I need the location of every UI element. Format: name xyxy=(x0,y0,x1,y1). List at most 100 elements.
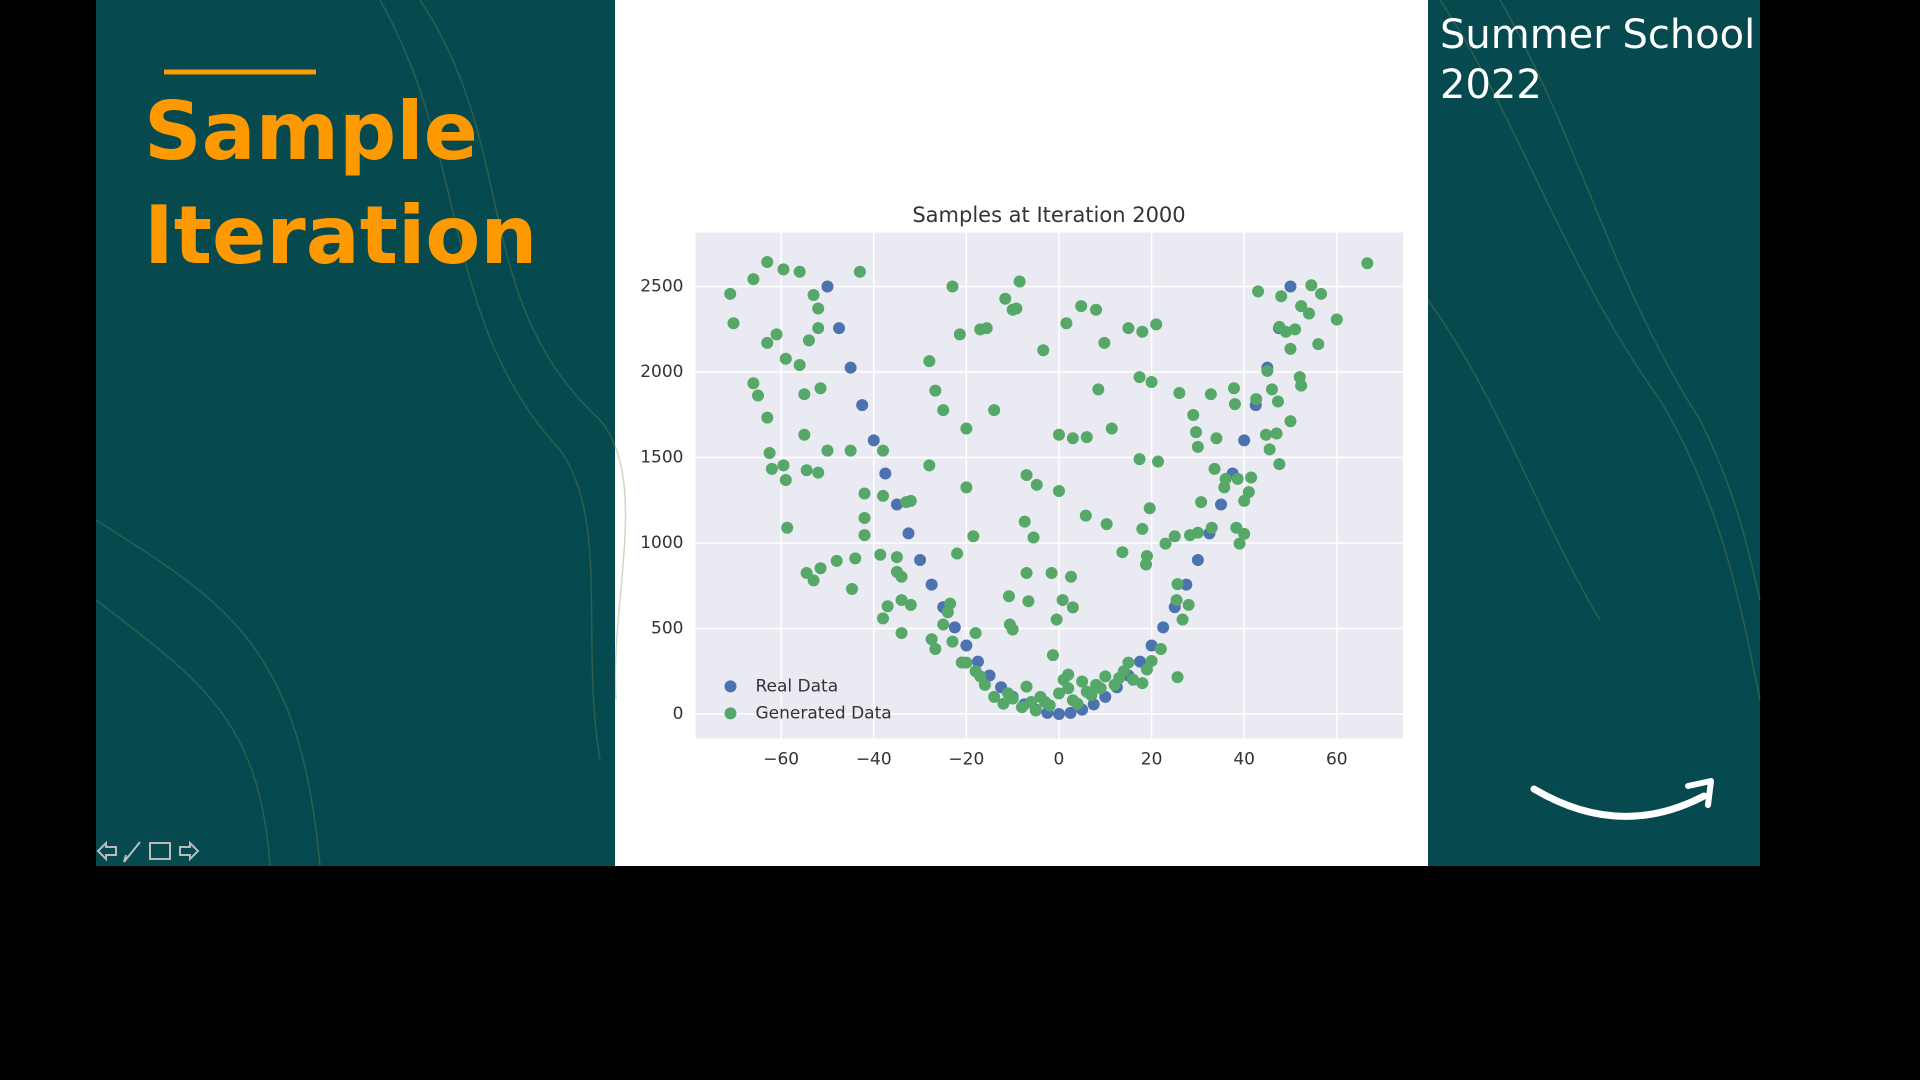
point xyxy=(951,547,964,560)
point xyxy=(1022,595,1035,608)
decor-line xyxy=(95,599,271,867)
event-name: Summer School xyxy=(1440,12,1755,58)
point xyxy=(1075,300,1088,313)
legend-label: Real Data xyxy=(756,676,839,696)
point xyxy=(761,411,774,424)
point xyxy=(1145,639,1158,652)
point xyxy=(856,399,869,412)
slide-title: Sample xyxy=(144,85,478,178)
point xyxy=(1060,317,1073,330)
slide-title: Iteration xyxy=(144,189,537,282)
point xyxy=(895,594,908,607)
y-tick-label: 2000 xyxy=(640,362,683,382)
point xyxy=(1002,590,1015,603)
decor-line xyxy=(95,519,321,867)
point xyxy=(1100,518,1113,531)
legend-marker xyxy=(724,680,737,693)
point xyxy=(812,466,825,479)
legend-marker xyxy=(724,707,737,720)
point xyxy=(853,265,866,278)
point xyxy=(1080,431,1093,444)
point xyxy=(779,474,792,487)
right-panel xyxy=(1428,0,1760,866)
point xyxy=(925,578,938,591)
point xyxy=(814,382,827,395)
point xyxy=(833,322,846,335)
point xyxy=(941,606,954,619)
point xyxy=(877,444,890,457)
point xyxy=(798,388,811,401)
point xyxy=(969,627,982,640)
point xyxy=(1305,279,1318,292)
point xyxy=(929,384,942,397)
point xyxy=(763,447,776,460)
point xyxy=(1056,594,1069,607)
point xyxy=(770,328,783,341)
point xyxy=(879,467,892,480)
point xyxy=(858,487,871,500)
point xyxy=(777,459,790,472)
point xyxy=(1052,707,1065,720)
point xyxy=(923,355,936,368)
point xyxy=(1136,677,1149,690)
decor-line xyxy=(1427,299,1601,621)
x-tick-label: −40 xyxy=(856,749,892,769)
point xyxy=(1045,567,1058,580)
point xyxy=(1171,671,1184,684)
point xyxy=(793,358,806,371)
point xyxy=(980,322,993,335)
point xyxy=(1205,521,1218,534)
point xyxy=(1361,257,1374,270)
point xyxy=(1098,336,1111,349)
decor-line xyxy=(419,0,627,701)
y-tick-label: 2500 xyxy=(640,276,683,296)
menu-button[interactable] xyxy=(149,842,171,860)
point xyxy=(1010,302,1023,315)
point xyxy=(1265,383,1278,396)
point xyxy=(1013,275,1026,288)
pen-button[interactable] xyxy=(123,841,141,863)
point xyxy=(867,434,880,447)
point xyxy=(1259,428,1272,441)
point xyxy=(1157,621,1170,634)
point xyxy=(1231,472,1244,485)
point xyxy=(1270,427,1283,440)
left-panel xyxy=(96,0,616,866)
point xyxy=(1116,546,1129,559)
point xyxy=(1046,649,1059,662)
next-button[interactable] xyxy=(179,840,200,862)
point xyxy=(960,656,973,669)
x-tick-label: 60 xyxy=(1326,749,1348,769)
point xyxy=(974,670,987,683)
point xyxy=(929,642,942,655)
point xyxy=(724,287,737,300)
point xyxy=(960,481,973,494)
point xyxy=(988,690,1001,703)
point xyxy=(988,404,1001,417)
point xyxy=(1029,704,1042,717)
point xyxy=(1238,434,1251,447)
point xyxy=(1145,654,1158,667)
point xyxy=(1312,338,1325,351)
point xyxy=(1127,673,1140,686)
legend-label: Generated Data xyxy=(756,703,892,723)
point xyxy=(1191,554,1204,567)
point xyxy=(1143,502,1156,515)
y-tick-label: 1000 xyxy=(640,533,683,553)
point xyxy=(948,621,961,634)
point xyxy=(1180,578,1193,591)
point xyxy=(1182,598,1195,611)
point xyxy=(1039,695,1052,708)
prev-button[interactable] xyxy=(96,840,117,862)
y-tick-label: 1500 xyxy=(640,447,683,467)
point xyxy=(793,265,806,278)
point xyxy=(923,459,936,472)
point xyxy=(1066,432,1079,445)
point xyxy=(1295,379,1308,392)
point xyxy=(946,635,959,648)
point xyxy=(904,494,917,507)
point xyxy=(1090,303,1103,316)
point xyxy=(1250,393,1263,406)
